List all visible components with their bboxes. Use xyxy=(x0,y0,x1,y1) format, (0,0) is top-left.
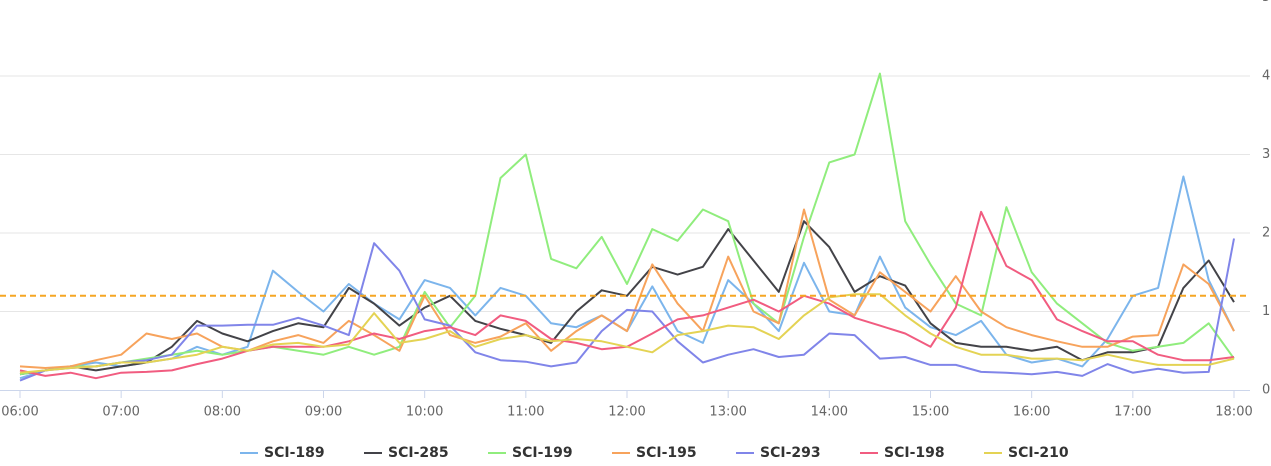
x-tick-label: 18:00 xyxy=(1215,405,1252,420)
x-tick-label: 13:00 xyxy=(709,405,746,420)
x-tick-label: 16:00 xyxy=(1013,405,1050,420)
series-line xyxy=(19,293,1235,374)
y-tick-label: 3 xyxy=(1262,147,1270,162)
x-tick-label: 07:00 xyxy=(102,405,139,420)
legend-label: SCI-189 xyxy=(264,445,325,461)
x-tick-label: 11:00 xyxy=(507,405,544,420)
series-line xyxy=(19,72,1235,376)
x-tick-label: 15:00 xyxy=(912,405,949,420)
x-tick-label: 14:00 xyxy=(811,405,848,420)
legend-label: SCI-293 xyxy=(760,445,821,461)
y-tick-label: 5 xyxy=(1262,0,1270,5)
y-tick-label: 4 xyxy=(1262,69,1270,84)
x-tick-label: 08:00 xyxy=(204,405,241,420)
legend-label: SCI-198 xyxy=(884,445,945,461)
x-tick-label: 17:00 xyxy=(1114,405,1151,420)
legend-label: SCI-199 xyxy=(512,445,573,461)
x-tick-label: 12:00 xyxy=(608,405,645,420)
y-tick-label: 1 xyxy=(1262,304,1270,319)
legend-label: SCI-210 xyxy=(1008,445,1069,461)
y-tick-label: 2 xyxy=(1262,226,1270,241)
series-line xyxy=(19,220,1235,376)
y-tick-label: 0 xyxy=(1262,383,1270,398)
series-line xyxy=(19,238,1235,382)
x-tick-label: 10:00 xyxy=(406,405,443,420)
x-tick-label: 09:00 xyxy=(305,405,342,420)
legend-label: SCI-195 xyxy=(636,445,697,461)
legend-label: SCI-285 xyxy=(388,445,449,461)
x-tick-label: 06:00 xyxy=(1,405,38,420)
